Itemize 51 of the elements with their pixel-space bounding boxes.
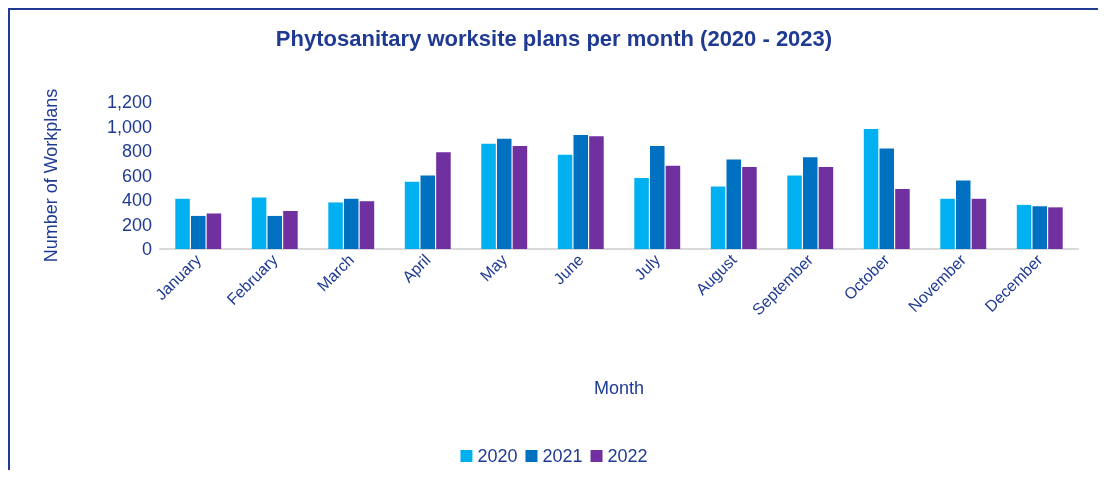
- bar: [1032, 206, 1048, 249]
- legend-label: 2021: [542, 446, 583, 466]
- bar: [634, 177, 649, 249]
- bar: [818, 166, 834, 249]
- bar: [895, 188, 910, 249]
- bar: [971, 198, 987, 249]
- bar: [940, 198, 955, 249]
- bar: [251, 197, 267, 249]
- bar: [787, 175, 802, 249]
- bar: [1048, 207, 1063, 249]
- x-axis-title: Month: [593, 378, 645, 398]
- legend-label: 2022: [607, 446, 648, 466]
- bar: [190, 215, 206, 249]
- y-axis-title: Number of Workplans: [41, 88, 61, 263]
- bar: [955, 180, 971, 249]
- bar: [742, 166, 757, 249]
- bar: [879, 148, 895, 249]
- bar: [283, 211, 298, 249]
- bar: [710, 186, 726, 249]
- bar: [436, 152, 451, 249]
- bar: [420, 175, 436, 249]
- chart-title: Phytosanitary worksite plans per month (2020 - 2023): [275, 25, 833, 51]
- bar: [557, 154, 573, 249]
- bar: [863, 128, 879, 249]
- bar: [267, 215, 283, 249]
- bar: [206, 213, 222, 249]
- y-tick-label: 1,000: [106, 116, 152, 137]
- y-tick-label: 1,200: [106, 92, 152, 112]
- bar: [496, 138, 512, 249]
- y-tick-label: 600: [121, 165, 152, 186]
- bar: [726, 159, 742, 249]
- bar: [175, 198, 190, 249]
- bar: [573, 135, 589, 249]
- bar: [343, 198, 359, 249]
- bar: [328, 202, 343, 249]
- bar: [1016, 204, 1032, 249]
- bar: [665, 165, 681, 249]
- bar: [802, 157, 818, 249]
- bar: [649, 146, 665, 249]
- y-tick-label: 800: [121, 141, 152, 161]
- bar: [404, 181, 420, 249]
- bar: [481, 143, 496, 249]
- bar: [359, 201, 375, 249]
- bar: [512, 146, 528, 249]
- y-tick-label: 400: [121, 190, 152, 210]
- x-tick-label: July: [631, 250, 664, 284]
- legend-label: 2020: [477, 446, 518, 466]
- x-tick-label: May: [476, 250, 511, 285]
- y-tick-label: 200: [121, 214, 152, 235]
- bar: [589, 136, 604, 249]
- y-tick-label: 0: [141, 239, 152, 259]
